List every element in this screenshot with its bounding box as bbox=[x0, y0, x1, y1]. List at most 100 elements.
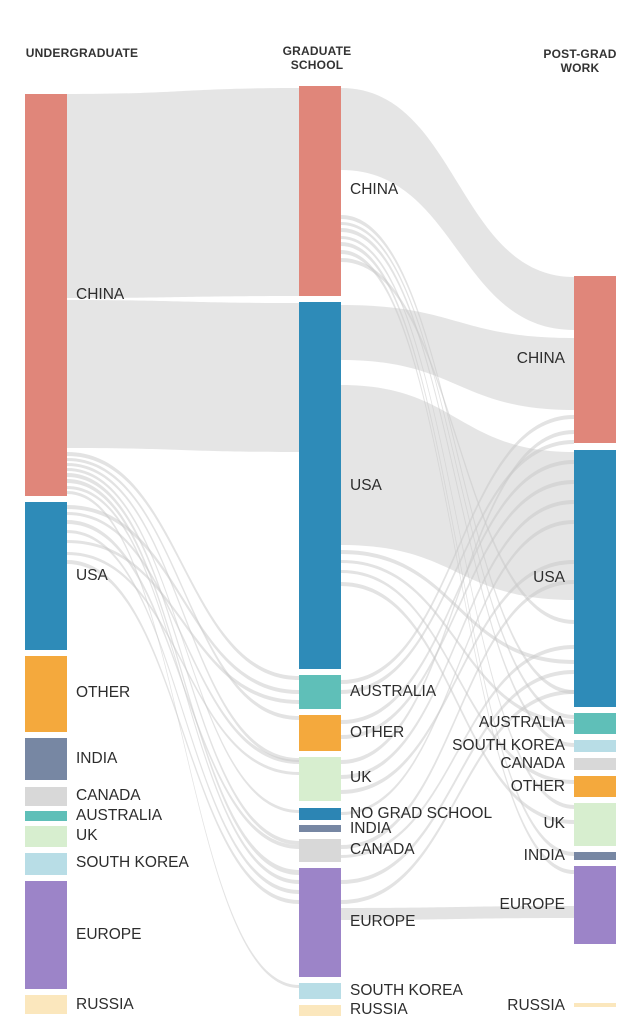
flow-grad-thin-14 bbox=[341, 460, 574, 724]
work-label-china: CHINA bbox=[517, 350, 566, 367]
grad-label-canada: CANADA bbox=[350, 841, 415, 858]
column-title-work-line-1: POST-GRAD bbox=[543, 47, 616, 61]
work-label-south-korea: SOUTH KOREA bbox=[452, 737, 565, 754]
work-label-usa: USA bbox=[533, 569, 566, 586]
flow-grad-thin-23 bbox=[341, 690, 574, 904]
flow-grad-usa-to-work-china bbox=[341, 305, 574, 410]
flow-grad-thin-3 bbox=[341, 228, 574, 747]
flow-undergrad-thin-4 bbox=[67, 468, 299, 813]
flow-undergrad-thin-2 bbox=[67, 458, 299, 720]
undergrad-label-china: CHINA bbox=[76, 286, 125, 303]
grad-label-other: OTHER bbox=[350, 724, 404, 741]
flow-grad-china-to-work-china bbox=[341, 88, 574, 330]
flow-grad-thin-15 bbox=[341, 480, 574, 739]
grad-node-other bbox=[299, 715, 341, 751]
flow-undergrad-thin-14 bbox=[67, 552, 299, 775]
grad-label-china: CHINA bbox=[350, 181, 399, 198]
undergrad-node-canada bbox=[25, 787, 67, 806]
undergrad-label-canada: CANADA bbox=[76, 787, 141, 804]
work-node-europe bbox=[574, 866, 616, 944]
grad-label-south-korea: SOUTH KOREA bbox=[350, 982, 463, 999]
grad-node-china bbox=[299, 86, 341, 296]
work-label-australia: AUSTRALIA bbox=[479, 714, 566, 731]
grad-node-uk bbox=[299, 757, 341, 801]
undergrad-label-other: OTHER bbox=[76, 684, 130, 701]
flow-grad-thin-16 bbox=[341, 430, 574, 764]
column-title-grad-line-1: GRADUATE bbox=[283, 44, 352, 58]
flow-undergrad-thin-9 bbox=[67, 505, 299, 694]
flows-layer bbox=[67, 88, 574, 988]
work-node-usa bbox=[574, 450, 616, 707]
flow-grad-thin-17 bbox=[341, 500, 574, 779]
flow-undergrad-thin-3 bbox=[67, 463, 299, 762]
grad-node-russia bbox=[299, 1005, 341, 1016]
grad-label-no-grad-school: NO GRAD SCHOOL bbox=[350, 805, 492, 822]
flow-grad-europe-to-work-europe bbox=[341, 906, 574, 920]
undergrad-node-usa bbox=[25, 502, 67, 650]
flow-grad-thin-7 bbox=[341, 258, 574, 624]
grad-node-australia bbox=[299, 675, 341, 709]
flow-grad-thin-8 bbox=[341, 550, 574, 664]
flow-undergrad-thin-5 bbox=[67, 473, 299, 845]
work-label-other: OTHER bbox=[511, 778, 565, 795]
undergrad-node-south-korea bbox=[25, 853, 67, 875]
grad-node-canada bbox=[299, 839, 341, 862]
grad-node-usa bbox=[299, 302, 341, 669]
flow-grad-thin-4 bbox=[341, 236, 574, 809]
column-title-grad-line-2: SCHOOL bbox=[291, 58, 344, 72]
work-label-canada: CANADA bbox=[500, 755, 565, 772]
grad-label-europe: EUROPE bbox=[350, 913, 415, 930]
work-node-india bbox=[574, 852, 616, 860]
flow-grad-thin-18 bbox=[341, 560, 574, 794]
undergrad-node-europe bbox=[25, 881, 67, 989]
undergrad-node-india bbox=[25, 738, 67, 780]
work-label-india: INDIA bbox=[524, 847, 566, 864]
work-node-other bbox=[574, 776, 616, 797]
flow-undergrad-thin-11 bbox=[67, 520, 299, 849]
work-node-china bbox=[574, 276, 616, 443]
flow-grad-thin-13 bbox=[341, 440, 574, 694]
undergrad-node-australia bbox=[25, 811, 67, 821]
flow-undergrad-thin-1 bbox=[67, 452, 299, 680]
work-node-australia bbox=[574, 713, 616, 734]
work-node-south-korea bbox=[574, 740, 616, 752]
work-node-uk bbox=[574, 803, 616, 846]
work-node-russia bbox=[574, 1003, 616, 1007]
flow-grad-thin-22 bbox=[341, 670, 574, 884]
nodes-layer bbox=[25, 86, 616, 1016]
flow-grad-thin-19 bbox=[341, 520, 574, 815]
flow-undergrad-thin-8 bbox=[67, 491, 299, 988]
flow-grad-thin-12 bbox=[341, 415, 574, 684]
grad-label-australia: AUSTRALIA bbox=[350, 683, 437, 700]
flow-undergrad-thin-12 bbox=[67, 530, 299, 894]
flow-grad-usa-to-work-usa bbox=[341, 385, 574, 600]
work-label-russia: RUSSIA bbox=[507, 997, 565, 1014]
work-node-canada bbox=[574, 758, 616, 770]
column-title-work-line-2: WORK bbox=[561, 61, 600, 75]
undergrad-node-other bbox=[25, 656, 67, 732]
grad-label-india: INDIA bbox=[350, 820, 392, 837]
undergrad-label-europe: EUROPE bbox=[76, 926, 141, 943]
undergrad-label-india: INDIA bbox=[76, 750, 118, 767]
labels-layer: CHINA USA OTHER INDIA CANADA AUSTRALIA UK SOUTH… bbox=[76, 181, 566, 1018]
work-label-europe: EUROPE bbox=[500, 896, 565, 913]
flow-grad-thin-20 bbox=[341, 580, 574, 849]
column-title-undergrad: UNDERGRADUATE bbox=[26, 46, 138, 60]
flow-grad-thin-6 bbox=[341, 250, 574, 874]
flow-grad-thin-11 bbox=[341, 582, 574, 824]
grad-node-no-grad-school bbox=[299, 808, 341, 820]
work-label-uk: UK bbox=[543, 815, 565, 832]
grad-label-usa: USA bbox=[350, 477, 383, 494]
grad-label-uk: UK bbox=[350, 769, 372, 786]
flow-grad-thin-1 bbox=[341, 215, 574, 694]
undergrad-node-china bbox=[25, 94, 67, 496]
flow-china-to-china bbox=[67, 88, 299, 298]
undergrad-label-uk: UK bbox=[76, 827, 98, 844]
grad-node-south-korea bbox=[299, 983, 341, 999]
flow-undergrad-thin-6 bbox=[67, 479, 299, 875]
grad-node-europe bbox=[299, 868, 341, 977]
flow-undergrad-thin-10 bbox=[67, 512, 299, 764]
undergrad-label-australia: AUSTRALIA bbox=[76, 807, 163, 824]
